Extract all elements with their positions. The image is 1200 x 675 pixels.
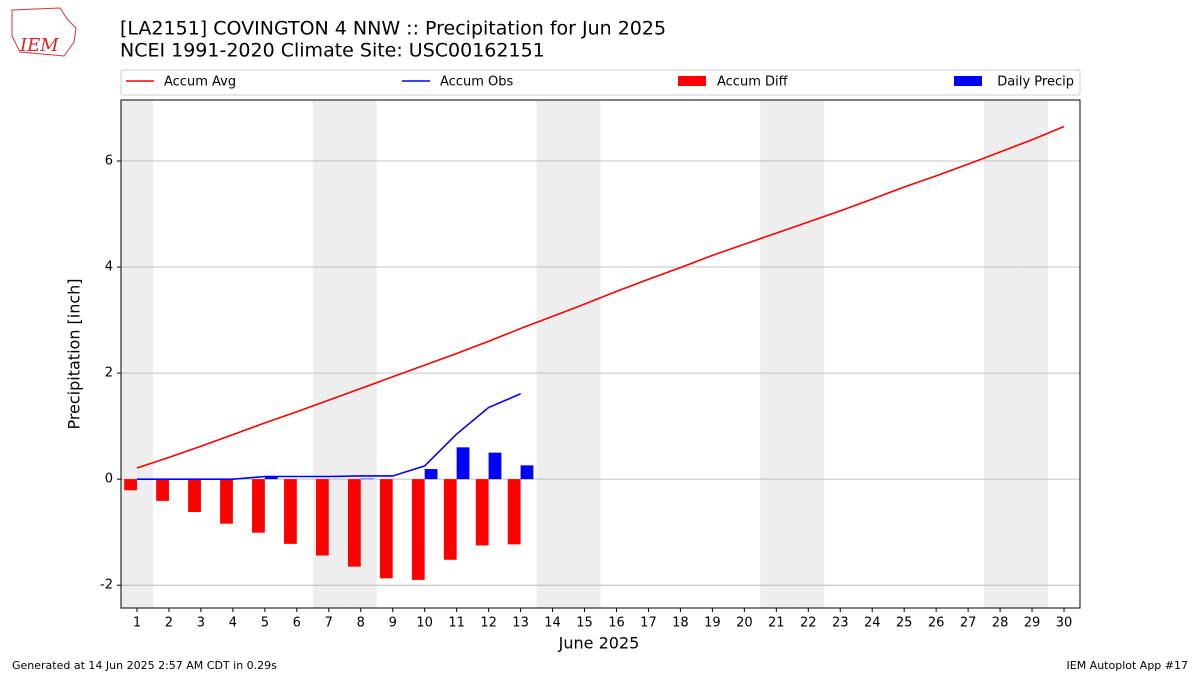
x-tick-label: 19 xyxy=(704,616,721,631)
legend-label: Daily Precip xyxy=(997,75,1074,90)
x-tick-label: 9 xyxy=(389,616,397,631)
logo-text: IEM xyxy=(19,35,59,56)
x-tick-label: 29 xyxy=(1024,616,1041,631)
y-tick-label: 4 xyxy=(105,260,113,275)
logo: IEM xyxy=(11,7,77,57)
x-tick-label: 27 xyxy=(960,616,977,631)
x-tick-label: 1 xyxy=(133,616,141,631)
y-tick-label: 6 xyxy=(105,153,113,168)
y-axis-label: Precipitation [inch] xyxy=(65,278,84,429)
bar xyxy=(220,479,233,524)
legend-label: Accum Avg xyxy=(164,75,236,90)
x-tick-label: 23 xyxy=(832,616,849,631)
x-tick-label: 12 xyxy=(480,616,497,631)
legend-swatch xyxy=(678,76,706,86)
x-tick-label: 3 xyxy=(197,616,205,631)
x-tick-label: 18 xyxy=(672,616,689,631)
x-axis-label: June 2025 xyxy=(558,634,640,653)
footer-left: Generated at 14 Jun 2025 2:57 AM CDT in … xyxy=(12,659,277,672)
weekend-shade xyxy=(568,100,601,608)
x-tick-label: 30 xyxy=(1056,616,1073,631)
bar xyxy=(443,479,457,560)
weekend-shade xyxy=(121,100,153,608)
x-tick-label: 6 xyxy=(293,616,301,631)
bar xyxy=(264,476,278,480)
bar xyxy=(252,479,265,533)
bar xyxy=(456,447,470,480)
bar xyxy=(507,479,521,545)
bar xyxy=(475,479,489,546)
x-tick-label: 22 xyxy=(800,616,817,631)
weekend-shade xyxy=(792,100,825,608)
legend xyxy=(120,69,1081,96)
weekend-shade xyxy=(1016,100,1049,608)
x-tick-label: 14 xyxy=(544,616,561,631)
bar xyxy=(284,479,297,544)
y-tick-label: -2 xyxy=(100,578,113,593)
x-tick-label: 7 xyxy=(325,616,333,631)
bar xyxy=(315,479,329,556)
x-tick-label: 4 xyxy=(229,616,237,631)
bar xyxy=(360,478,374,480)
x-tick-label: 10 xyxy=(416,616,433,631)
x-tick-label: 20 xyxy=(736,616,753,631)
footer-right: IEM Autoplot App #17 xyxy=(1067,659,1189,672)
x-tick-label: 5 xyxy=(261,616,269,631)
bar xyxy=(411,479,425,580)
weekend-shade xyxy=(536,100,569,608)
x-tick-label: 2 xyxy=(165,616,173,631)
plot-frame xyxy=(120,99,1081,609)
bar xyxy=(488,452,502,480)
y-tick-label: 0 xyxy=(105,472,113,487)
x-tick-label: 21 xyxy=(768,616,785,631)
bar xyxy=(520,465,534,480)
x-tick-label: 16 xyxy=(608,616,625,631)
bar xyxy=(188,479,201,513)
x-tick-label: 15 xyxy=(576,616,593,631)
y-tick-label: 2 xyxy=(105,366,113,381)
line xyxy=(136,125,1065,469)
weekend-shade xyxy=(984,100,1017,608)
bar xyxy=(124,479,137,491)
x-tick-label: 25 xyxy=(896,616,913,631)
legend-label: Accum Obs xyxy=(440,75,513,90)
chart-title: [LA2151] COVINGTON 4 NNW :: Precipitatio… xyxy=(120,18,666,40)
bar xyxy=(347,479,361,567)
legend-label: Accum Diff xyxy=(717,75,789,90)
legend-swatch xyxy=(954,76,982,86)
x-tick-label: 13 xyxy=(512,616,529,631)
weekend-shade xyxy=(760,100,793,608)
bar xyxy=(156,479,169,501)
x-tick-label: 8 xyxy=(357,616,365,631)
x-tick-label: 26 xyxy=(928,616,945,631)
x-tick-label: 24 xyxy=(864,616,881,631)
chart-subtitle: NCEI 1991-2020 Climate Site: USC00162151 xyxy=(120,40,545,62)
bar xyxy=(379,479,393,579)
x-tick-label: 17 xyxy=(640,616,657,631)
bar xyxy=(424,469,438,480)
logo-outline xyxy=(11,7,77,57)
x-tick-label: 28 xyxy=(992,616,1009,631)
line xyxy=(136,393,521,480)
x-tick-label: 11 xyxy=(448,616,465,631)
